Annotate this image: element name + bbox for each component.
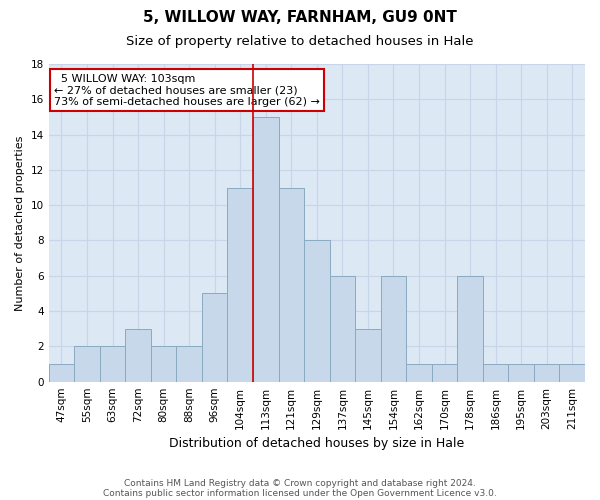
X-axis label: Distribution of detached houses by size in Hale: Distribution of detached houses by size … <box>169 437 464 450</box>
Bar <box>534 364 559 382</box>
Bar <box>253 117 278 382</box>
Bar <box>176 346 202 382</box>
Text: Contains public sector information licensed under the Open Government Licence v3: Contains public sector information licen… <box>103 488 497 498</box>
Text: Contains HM Land Registry data © Crown copyright and database right 2024.: Contains HM Land Registry data © Crown c… <box>124 478 476 488</box>
Bar <box>227 188 253 382</box>
Bar <box>278 188 304 382</box>
Bar <box>125 328 151 382</box>
Bar <box>406 364 432 382</box>
Text: 5, WILLOW WAY, FARNHAM, GU9 0NT: 5, WILLOW WAY, FARNHAM, GU9 0NT <box>143 10 457 25</box>
Bar <box>304 240 329 382</box>
Bar <box>74 346 100 382</box>
Bar <box>329 276 355 382</box>
Bar <box>432 364 457 382</box>
Text: Size of property relative to detached houses in Hale: Size of property relative to detached ho… <box>126 35 474 48</box>
Bar <box>202 294 227 382</box>
Bar <box>100 346 125 382</box>
Bar <box>49 364 74 382</box>
Bar <box>457 276 483 382</box>
Y-axis label: Number of detached properties: Number of detached properties <box>15 135 25 310</box>
Bar <box>380 276 406 382</box>
Bar <box>355 328 380 382</box>
Text: 5 WILLOW WAY: 103sqm  
← 27% of detached houses are smaller (23)
73% of semi-det: 5 WILLOW WAY: 103sqm ← 27% of detached h… <box>54 74 320 106</box>
Bar <box>559 364 585 382</box>
Bar <box>508 364 534 382</box>
Bar <box>151 346 176 382</box>
Bar <box>483 364 508 382</box>
